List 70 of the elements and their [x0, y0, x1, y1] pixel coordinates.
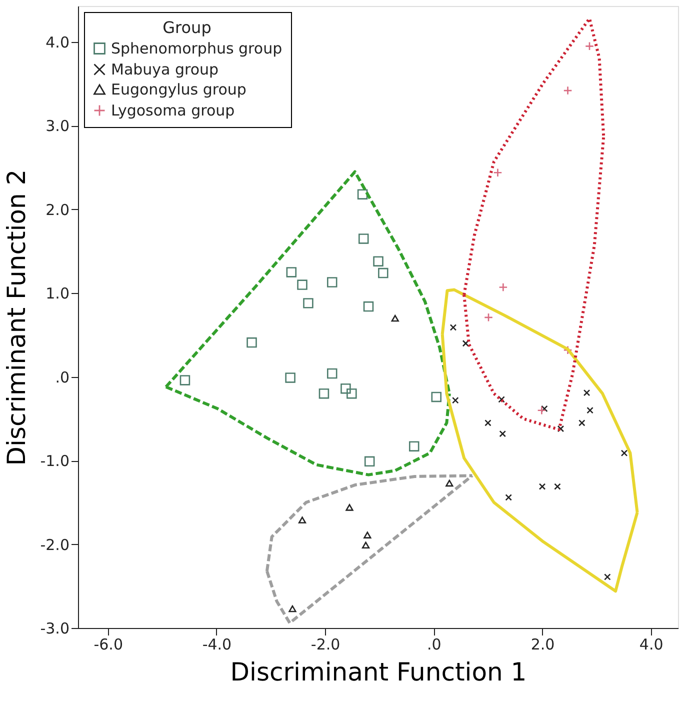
point: [431, 392, 442, 402]
point: [563, 346, 572, 355]
y-axis-title: Discriminant Function 2: [2, 169, 32, 466]
point: [452, 396, 459, 404]
point: [620, 450, 628, 456]
legend-label: Mabuya group: [111, 60, 219, 78]
point: [391, 314, 399, 322]
point: [541, 405, 548, 412]
y-tick-label: -2.0: [40, 536, 70, 554]
y-tick-label: -1.0: [40, 452, 70, 470]
x-tick-label: -2.0: [310, 636, 340, 654]
point: [450, 324, 457, 331]
point: [373, 256, 384, 266]
point: [499, 430, 506, 438]
point: [326, 277, 338, 288]
point: [586, 406, 594, 414]
point: [358, 234, 369, 244]
point: [288, 605, 296, 612]
legend-label: Sphenomorphus group: [111, 40, 282, 58]
x-axis-title: Discriminant Function 1: [230, 658, 527, 686]
legend-label: Lygosoma group: [111, 102, 235, 120]
point: [538, 483, 546, 490]
point: [498, 282, 508, 292]
point: [557, 425, 564, 432]
point: [604, 574, 611, 580]
point: [498, 396, 505, 403]
point: [364, 532, 372, 538]
point: [505, 494, 512, 501]
point: [493, 168, 502, 178]
y-tick-label: .0: [55, 368, 70, 386]
point: [364, 456, 375, 467]
legend-title: Group: [162, 18, 212, 37]
x-tick-label: 2.0: [530, 636, 555, 654]
point: [286, 267, 297, 278]
point: [484, 420, 492, 426]
point: [446, 480, 454, 487]
y-tick-label: 2.0: [46, 200, 70, 219]
point: [246, 337, 257, 348]
x-tick-label: -4.0: [202, 636, 232, 654]
point: [408, 441, 420, 452]
y-tick-label: 1.0: [46, 284, 70, 303]
point: [303, 298, 314, 308]
point: [363, 301, 374, 312]
point: [346, 388, 357, 399]
point: [285, 372, 296, 383]
point: [362, 542, 370, 549]
point: [357, 189, 368, 200]
point: [578, 420, 586, 426]
point: [583, 389, 590, 396]
point: [340, 383, 351, 394]
point: [554, 483, 561, 490]
x-tick-label: -6.0: [94, 636, 124, 654]
x-tick-label: 4.0: [639, 636, 664, 654]
point: [462, 340, 470, 347]
point: [297, 280, 308, 290]
point: [484, 312, 494, 322]
point: [326, 368, 338, 379]
legend-label: Eugongylus group: [111, 80, 246, 98]
y-tick-label: -3.0: [40, 620, 70, 638]
point: [537, 406, 546, 415]
point: [346, 504, 354, 511]
point: [563, 86, 572, 96]
y-tick-label: 3.0: [46, 117, 70, 136]
point: [180, 375, 190, 386]
point: [378, 268, 388, 278]
point: [298, 516, 306, 524]
x-tick-label: .0: [427, 636, 442, 654]
point: [318, 388, 330, 399]
point: [584, 42, 594, 51]
y-tick-label: 4.0: [46, 33, 70, 52]
